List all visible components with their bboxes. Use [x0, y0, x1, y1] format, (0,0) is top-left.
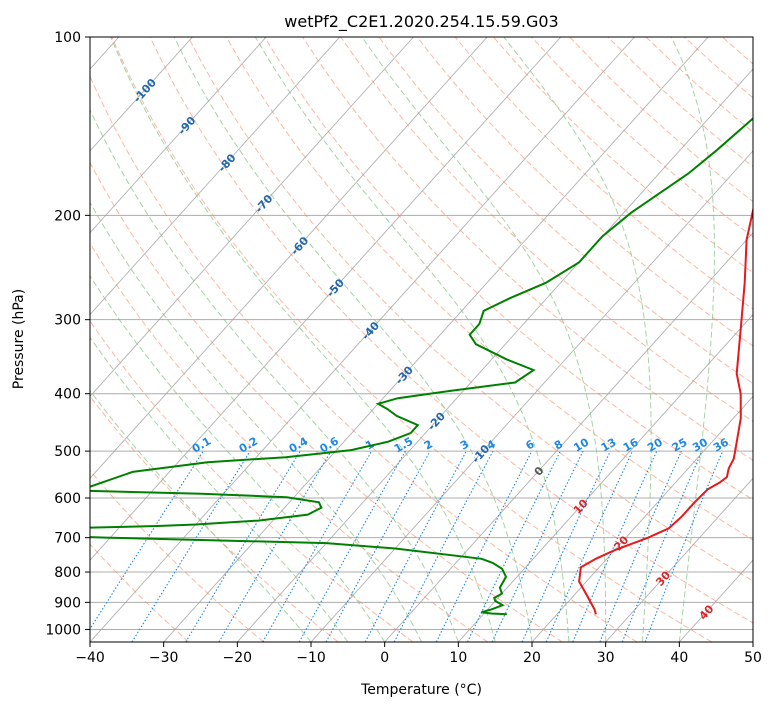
isotherm [236, 68, 753, 642]
isobars [90, 37, 753, 630]
isotherm [605, 477, 753, 642]
mixing-ratio-line [298, 450, 406, 642]
dry-adiabat [225, 37, 753, 541]
y-tick-label: 300 [54, 313, 81, 329]
y-tick-label: 900 [54, 595, 81, 611]
y-axis-label: Pressure (hPa) [11, 289, 27, 389]
isotherm [90, 37, 414, 398]
isotherm [90, 37, 488, 479]
isotherm [310, 150, 753, 642]
dry-adiabat [90, 161, 563, 642]
y-tick-label: 500 [54, 444, 81, 460]
y-tick-label: 200 [54, 208, 81, 224]
mixing-ratio-line [572, 450, 658, 642]
y-tick-label: 1000 [45, 622, 81, 638]
mixing-ratio-lines [90, 450, 724, 642]
dry-adiabat [302, 37, 753, 461]
moist-adiabat [90, 201, 422, 642]
dry-adiabat [264, 37, 753, 501]
moist-adiabat [110, 37, 496, 642]
isotherms [90, 37, 753, 642]
plot-frame [89, 36, 754, 643]
isotherm [531, 395, 753, 642]
dry-adiabat [90, 242, 488, 642]
dry-adiabat [90, 395, 339, 642]
chart-title: wetPf2_C2E1.2020.254.15.59.G03 [284, 12, 558, 32]
series-dewpoint [90, 117, 753, 616]
x-tick-label: −10 [296, 650, 326, 666]
plot-area: -100-90-80-70-60-50-40-30-20-10010203040… [90, 37, 753, 642]
x-tick-label: 0 [380, 650, 389, 666]
isotherm [90, 37, 635, 642]
x-tick-label: 10 [449, 650, 467, 666]
mixing-ratio-line [435, 450, 533, 642]
x-axis-label: Temperature (°C) [360, 682, 482, 698]
mixing-ratio-line [364, 450, 467, 642]
mixing-ratio-line [185, 450, 301, 642]
dry-adiabat [90, 469, 264, 642]
dry-adiabat [111, 37, 712, 642]
moist-adiabat [254, 37, 570, 642]
mixing-ratio-line [325, 450, 431, 642]
dry-adiabat [149, 37, 753, 624]
isotherm [90, 37, 341, 316]
isotherm [384, 232, 753, 642]
mixing-ratio-line [599, 450, 682, 642]
y-axis: 100 200 300 400 500 600 700 800 900 1000 [45, 30, 90, 638]
dry-adiabats [90, 37, 753, 642]
dry-adiabat [187, 37, 753, 582]
mixing-ratio-line [393, 450, 494, 642]
y-tick-label: 100 [54, 30, 81, 46]
dry-adiabat [416, 37, 753, 347]
x-tick-label: −30 [149, 650, 179, 666]
moist-adiabat [670, 37, 715, 642]
y-tick-label: 700 [54, 531, 81, 547]
series-temperature [578, 205, 753, 615]
mixing-ratio-line [90, 450, 204, 630]
y-tick-label: 800 [54, 565, 81, 581]
isotherm [90, 37, 193, 152]
x-tick-label: 20 [523, 650, 541, 666]
mixing-ratio-line [491, 450, 584, 642]
mixing-ratio-line [621, 450, 703, 642]
x-tick-label: −20 [223, 650, 253, 666]
isotherm [90, 37, 562, 561]
mixing-ratio-line [644, 450, 724, 642]
x-tick-label: 30 [597, 650, 615, 666]
dry-adiabat [340, 37, 753, 423]
isotherm [457, 313, 753, 642]
dry-adiabat [90, 75, 638, 642]
y-tick-label: 600 [54, 491, 81, 507]
mixing-ratio-line [131, 450, 251, 642]
y-tick-label: 400 [54, 387, 81, 403]
moist-adiabat [90, 275, 386, 642]
isotherm [90, 37, 267, 234]
moist-adiabat [503, 37, 652, 642]
mixing-ratio-line [545, 450, 633, 642]
x-tick-label: 40 [670, 650, 688, 666]
x-axis: −40 −30 −20 −10 0 10 20 30 40 50 [75, 642, 762, 666]
x-tick-label: 50 [744, 650, 762, 666]
moist-adiabat [361, 37, 607, 642]
x-tick-label: −40 [75, 650, 105, 666]
mixing-ratio-line [521, 450, 611, 642]
